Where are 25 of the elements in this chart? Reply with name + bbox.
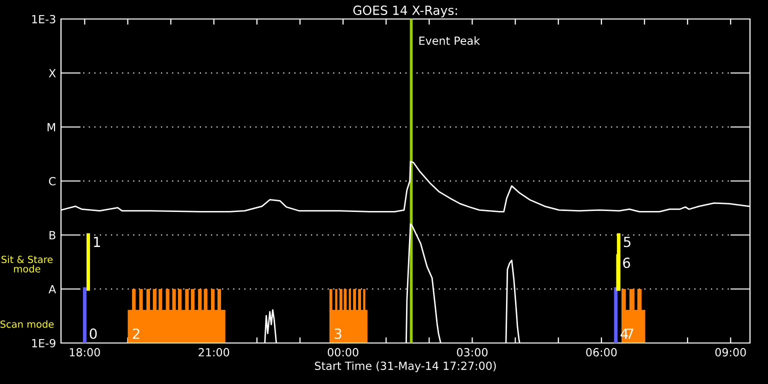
x-tick-label: 03:00 bbox=[456, 348, 488, 356]
x-axis-title: Start Time (31-May-14 17:27:00) bbox=[314, 361, 496, 372]
chart-title: GOES 14 X-Rays: bbox=[353, 6, 457, 18]
y-tick-label: C bbox=[49, 176, 56, 186]
series-label: 3 bbox=[334, 328, 342, 339]
series-label: 2 bbox=[132, 328, 140, 339]
series-label: 5 bbox=[624, 236, 630, 248]
x-tick-label: 00:00 bbox=[328, 348, 358, 356]
x-tick-label: 21:00 bbox=[198, 348, 230, 356]
text: Scan mode bbox=[0, 320, 54, 328]
x-tick-label: 18:00 bbox=[70, 348, 100, 356]
y-tick-label: M bbox=[48, 123, 56, 132]
ref-line-label: Event Peak bbox=[419, 36, 480, 45]
y-tick-label: 1E-9 bbox=[32, 338, 56, 348]
y-tick-label: A bbox=[48, 285, 56, 294]
series-label: 0 bbox=[90, 328, 97, 339]
y-tick-label: X bbox=[48, 69, 56, 78]
y-tick-label: 1E-3 bbox=[32, 14, 56, 24]
series-label: 1 bbox=[94, 236, 100, 247]
text: Sit & Stare mode bbox=[2, 256, 53, 273]
x-tick-label: 06:00 bbox=[586, 348, 617, 356]
series-label: 6 bbox=[623, 258, 630, 268]
x-tick-label: 09:00 bbox=[715, 348, 746, 356]
series-label: 7 bbox=[626, 328, 634, 339]
y-tick-label: B bbox=[50, 231, 56, 240]
